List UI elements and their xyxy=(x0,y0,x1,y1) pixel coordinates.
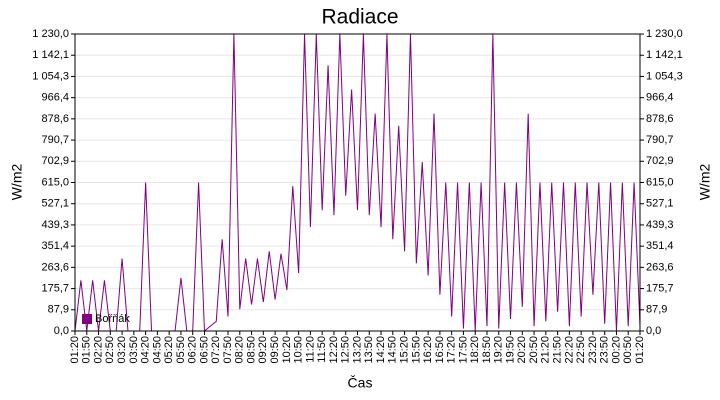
y-tick-label: 439,3 xyxy=(41,219,69,231)
chart-title: Radiace xyxy=(321,6,398,29)
x-tick-label: 17:20 xyxy=(446,336,458,364)
y2-tick-label: 263,6 xyxy=(646,261,674,273)
y2-tick-label: 439,3 xyxy=(646,219,674,231)
x-tick-label: 20:50 xyxy=(528,336,540,364)
y2-tick-label: 175,7 xyxy=(646,282,674,294)
x-tick-label: 05:20 xyxy=(163,336,175,364)
plot-frame xyxy=(74,33,641,332)
y-tick-label: 263,6 xyxy=(41,261,69,273)
x-tick-label: 15:50 xyxy=(410,336,422,364)
y-tick-label: 527,1 xyxy=(41,198,69,210)
x-tick-label: 00:50 xyxy=(622,336,634,364)
x-tick-label: 19:50 xyxy=(504,336,516,364)
x-tick-label: 02:50 xyxy=(104,336,116,364)
x-tick-label: 04:20 xyxy=(140,336,152,364)
y-tick-label: 175,7 xyxy=(41,282,69,294)
x-tick-label: 14:20 xyxy=(375,336,387,364)
y2-tick-label: 878,6 xyxy=(646,113,674,125)
x-tick-label: 09:50 xyxy=(269,336,281,364)
y2-tick-label: 87,9 xyxy=(646,304,667,316)
y-tick-label: 615,0 xyxy=(41,176,69,188)
x-tick-label: 00:20 xyxy=(610,336,622,364)
x-tick-label: 11:50 xyxy=(316,336,328,363)
x-tick-label: 08:50 xyxy=(245,336,257,364)
y2-tick-label: 0,0 xyxy=(646,325,661,337)
x-tick-label: 05:50 xyxy=(175,336,187,364)
x-tick-label: 15:20 xyxy=(398,336,410,364)
x-tick-label: 13:50 xyxy=(363,336,375,364)
x-tick-label: 11:20 xyxy=(304,336,316,363)
x-tick-label: 06:50 xyxy=(198,336,210,364)
y2-tick-label: 702,9 xyxy=(646,155,674,167)
y2-tick-label: 1 230,0 xyxy=(646,28,683,40)
x-tick-label: 06:20 xyxy=(187,336,199,364)
x-tick-label: 04:50 xyxy=(151,336,163,364)
y-tick-label: 1 142,1 xyxy=(32,49,69,61)
x-tick-label: 21:50 xyxy=(552,336,564,364)
y-tick-label: 87,9 xyxy=(48,304,69,316)
x-tick-label: 21:20 xyxy=(540,336,552,364)
x-tick-label: 13:20 xyxy=(351,336,363,364)
x-tick-label: 01:20 xyxy=(69,336,81,364)
y2-tick-label: 790,7 xyxy=(646,134,674,146)
x-tick-label: 19:20 xyxy=(493,336,505,364)
x-tick-label: 03:50 xyxy=(128,336,140,364)
x-tick-label: 07:50 xyxy=(222,336,234,364)
y-axis-label: W/m2 xyxy=(9,164,25,201)
x-tick-label: 18:20 xyxy=(469,336,481,364)
x-tick-label: 03:20 xyxy=(116,336,128,364)
x-tick-label: 22:20 xyxy=(563,336,575,364)
x-tick-label: 02:20 xyxy=(92,336,104,364)
x-tick-label: 10:20 xyxy=(281,336,293,364)
x-axis-label: Čas xyxy=(348,375,373,391)
y-tick-label: 878,6 xyxy=(41,113,69,125)
x-tick-label: 16:20 xyxy=(422,336,434,364)
y-tick-label: 966,4 xyxy=(41,92,69,104)
x-tick-label: 23:50 xyxy=(599,336,611,364)
y2-tick-label: 351,4 xyxy=(646,240,674,252)
x-tick-label: 17:50 xyxy=(457,336,469,364)
x-tick-label: 12:20 xyxy=(328,336,340,364)
y2-axis-label: W/m2 xyxy=(697,164,713,201)
y2-tick-label: 615,0 xyxy=(646,176,674,188)
x-tick-label: 10:50 xyxy=(293,336,305,364)
x-tick-label: 16:50 xyxy=(434,336,446,364)
legend-label: Bořňák xyxy=(95,313,130,325)
x-tick-label: 12:50 xyxy=(340,336,352,364)
y-tick-label: 702,9 xyxy=(41,155,69,167)
x-tick-label: 22:50 xyxy=(575,336,587,364)
x-tick-label: 14:50 xyxy=(387,336,399,364)
x-tick-label: 07:20 xyxy=(210,336,222,364)
y2-tick-label: 527,1 xyxy=(646,198,674,210)
y2-tick-label: 966,4 xyxy=(646,92,674,104)
x-tick-label: 20:20 xyxy=(516,336,528,364)
x-tick-label: 18:50 xyxy=(481,336,493,364)
x-tick-label: 08:20 xyxy=(234,336,246,364)
x-tick-label: 23:20 xyxy=(587,336,599,364)
y-tick-label: 1 230,0 xyxy=(32,28,69,40)
x-tick-label: 01:20 xyxy=(634,336,646,364)
x-tick-label: 09:20 xyxy=(257,336,269,364)
y-tick-label: 790,7 xyxy=(41,134,69,146)
y-tick-label: 1 054,3 xyxy=(32,70,69,82)
x-tick-label: 01:50 xyxy=(81,336,93,364)
legend-swatch xyxy=(82,314,92,324)
y-tick-label: 351,4 xyxy=(41,240,69,252)
y2-tick-label: 1 142,1 xyxy=(646,49,683,61)
y-tick-label: 0,0 xyxy=(54,325,69,337)
y2-tick-label: 1 054,3 xyxy=(646,70,683,82)
